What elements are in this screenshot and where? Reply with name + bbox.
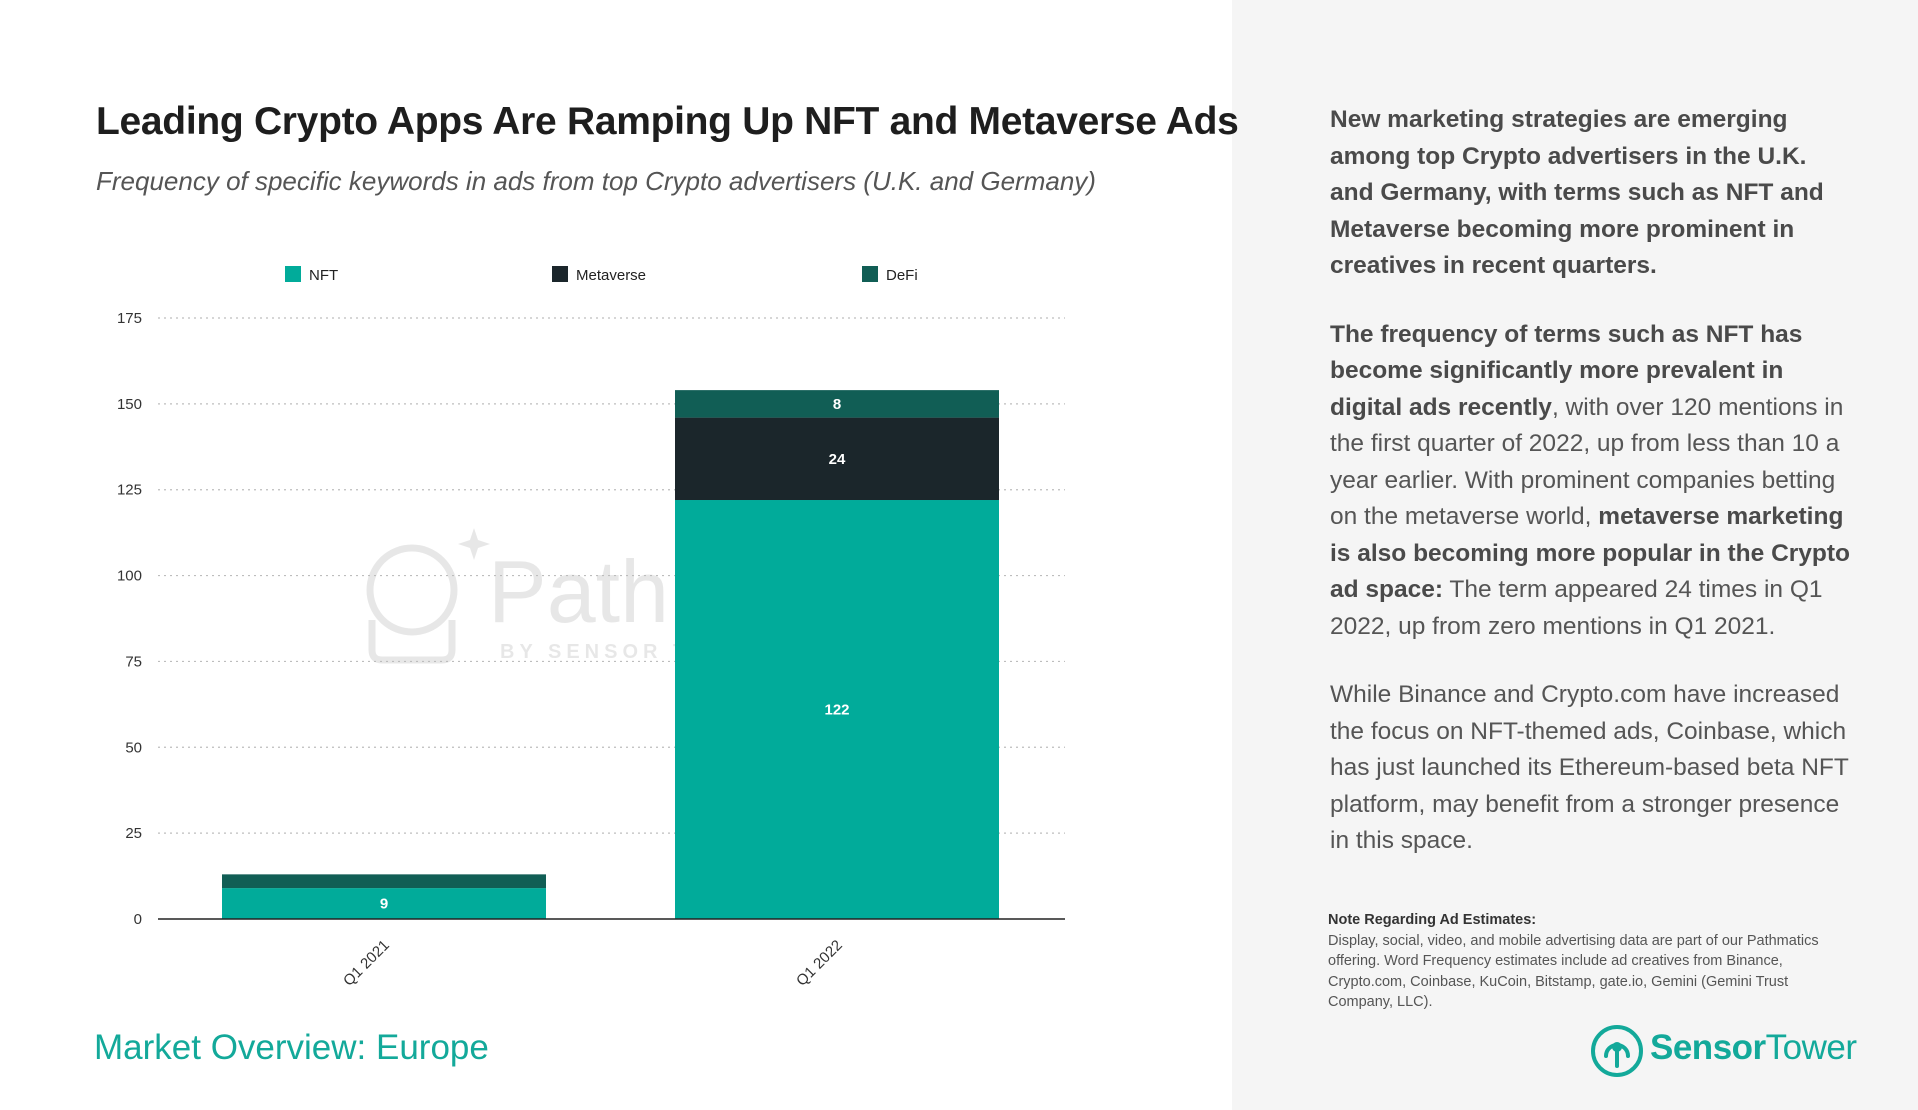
ad-estimates-note: Note Regarding Ad Estimates: Display, so… <box>1328 910 1848 1013</box>
paragraph-intro: New marketing strategies are emerging am… <box>1330 106 1824 279</box>
legend-label: Metaverse <box>576 267 646 284</box>
chart-panel <box>0 0 1232 1110</box>
y-tick-label: 150 <box>117 396 142 413</box>
section-label: Market Overview: Europe <box>94 1028 489 1067</box>
legend-swatch <box>285 266 301 282</box>
bar-segment <box>222 888 546 919</box>
y-tick-label: 100 <box>117 568 142 585</box>
y-tick-label: 75 <box>125 653 142 670</box>
data-label: 8 <box>833 396 841 413</box>
y-tick-label: 0 <box>134 911 142 928</box>
y-tick-label: 125 <box>117 482 142 499</box>
y-tick-label: 175 <box>117 310 142 327</box>
x-tick-label: Q1 2021 <box>340 937 393 990</box>
data-label: 9 <box>380 896 388 913</box>
legend-label: DeFi <box>886 267 918 284</box>
watermark-icon <box>458 528 490 560</box>
bar-segment <box>675 390 999 418</box>
paragraph-brands: While Binance and Crypto.com have increa… <box>1330 681 1849 854</box>
bar-segment <box>675 500 999 919</box>
data-label: 24 <box>829 451 846 468</box>
note-title: Note Regarding Ad Estimates: <box>1328 912 1537 928</box>
legend-swatch <box>552 266 568 282</box>
y-tick-label: 50 <box>125 739 142 756</box>
bar-segment <box>222 874 546 889</box>
sensor-tower-logo-icon <box>1591 1025 1643 1077</box>
stacked-bar-chart: PathmaticsBY SENSOR TOWER025507510012515… <box>117 266 1065 990</box>
commentary-text: New marketing strategies are emerging am… <box>1330 102 1850 892</box>
x-tick-label: Q1 2022 <box>793 937 846 990</box>
y-tick-label: 25 <box>125 825 142 842</box>
paragraph-frequency: The frequency of terms such as NFT has b… <box>1330 320 1851 640</box>
sensor-tower-logo: SensorTower <box>1590 1022 1857 1078</box>
page-subtitle: Frequency of specific keywords in ads fr… <box>96 166 1096 196</box>
commentary-panel <box>1232 0 1918 1110</box>
bar-segment <box>675 417 999 501</box>
brand-name: SensorTower <box>1650 1028 1857 1067</box>
legend-swatch <box>862 266 878 282</box>
data-label: 122 <box>824 702 849 719</box>
watermark-icon <box>366 544 458 636</box>
note-body: Display, social, video, and mobile adver… <box>1328 932 1819 1011</box>
legend-label: NFT <box>309 267 338 284</box>
watermark-icon <box>368 620 456 664</box>
page-title: Leading Crypto Apps Are Ramping Up NFT a… <box>96 100 1239 143</box>
